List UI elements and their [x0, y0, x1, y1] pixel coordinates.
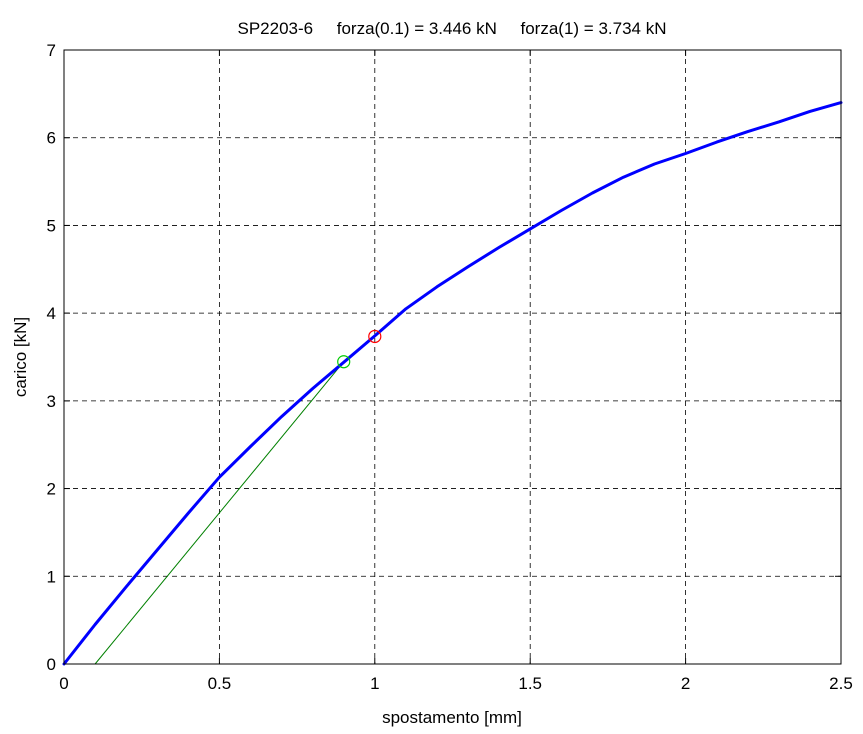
y-tick-label: 7 [47, 41, 56, 60]
x-tick-label: 0 [59, 674, 68, 693]
series-layer [62, 101, 843, 666]
y-axis-label: carico [kN] [11, 317, 30, 397]
ticks: 0 0.5 1 1.5 2 2.5 0 1 2 3 4 5 6 7 [47, 41, 853, 693]
y-tick-label: 5 [47, 216, 56, 235]
load-curve-line [62, 101, 843, 666]
y-tick-label: 3 [47, 392, 56, 411]
axes-box [63, 49, 842, 665]
x-tick-label: 1.5 [518, 674, 542, 693]
offset-line [94, 361, 345, 665]
x-axis-label: spostamento [mm] [382, 708, 522, 727]
chart-title: SP2203-6 forza(0.1) = 3.446 kN forza(1) … [238, 19, 667, 38]
marker-forza-1 [368, 329, 382, 344]
x-tick-label: 2 [681, 674, 690, 693]
marker-forza-0.1 [337, 355, 351, 369]
x-tick-label: 1 [370, 674, 379, 693]
y-tick-label: 6 [47, 129, 56, 148]
x-tick-label: 2.5 [829, 674, 853, 693]
x-tick-label: 0.5 [208, 674, 232, 693]
y-tick-label: 0 [47, 655, 56, 674]
plot-area [64, 50, 841, 664]
y-tick-label: 2 [47, 480, 56, 499]
y-tick-label: 4 [47, 304, 56, 323]
y-tick-label: 1 [47, 567, 56, 586]
